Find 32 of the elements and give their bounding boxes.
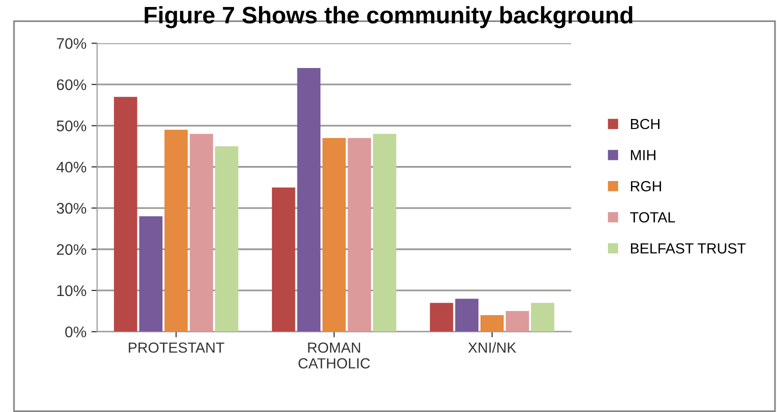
y-tick-label: 20% bbox=[56, 244, 86, 255]
x-tick-label: ROMAN CATHOLIC bbox=[298, 342, 370, 368]
y-tick-label: 40% bbox=[56, 162, 86, 173]
bar bbox=[506, 311, 530, 332]
y-tick-label: 0% bbox=[65, 326, 86, 338]
legend-label: MIH bbox=[630, 150, 656, 160]
bar bbox=[272, 187, 296, 332]
bar bbox=[164, 130, 188, 332]
legend-label: BELFAST TRUST bbox=[630, 243, 746, 254]
y-tick-label: 30% bbox=[56, 202, 86, 214]
bar bbox=[455, 298, 478, 332]
y-tick-label: 70% bbox=[56, 38, 86, 49]
x-tick-label: PROTESTANT bbox=[128, 342, 224, 353]
bar bbox=[373, 134, 396, 332]
y-tick-label: 60% bbox=[56, 79, 86, 90]
bar bbox=[297, 68, 320, 332]
y-tick-label: 50% bbox=[56, 120, 86, 132]
bar bbox=[531, 302, 554, 332]
legend-label: TOTAL bbox=[630, 212, 675, 222]
chart-title: Figure 7 Shows the community background bbox=[144, 6, 632, 28]
bar bbox=[322, 138, 346, 332]
legend-label: BCH bbox=[630, 118, 660, 130]
bar bbox=[348, 138, 372, 332]
bar bbox=[430, 302, 454, 332]
x-tick-label: XNI/NK bbox=[468, 342, 516, 353]
bar bbox=[215, 146, 238, 332]
bar bbox=[139, 216, 162, 332]
bar bbox=[190, 134, 214, 332]
bar bbox=[480, 315, 504, 332]
y-tick-label: 10% bbox=[57, 285, 86, 296]
bar bbox=[114, 96, 138, 332]
legend-label: RGH bbox=[630, 181, 662, 192]
